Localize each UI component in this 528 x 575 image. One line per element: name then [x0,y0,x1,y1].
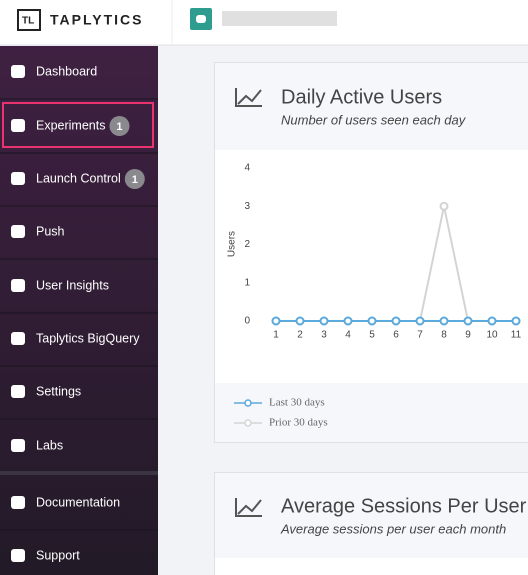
nav-icon [11,279,25,292]
data-point [391,316,401,326]
data-point [511,316,521,326]
card-body [215,558,528,575]
nav-label: Push [36,224,65,238]
chart-icon [237,89,262,105]
nav-label: User Insights [36,278,109,292]
nav-label: Experiments [36,118,105,132]
data-point [319,316,329,326]
card [214,472,528,575]
chart-icon-axes [235,498,262,517]
chart-icon-axes [235,88,262,107]
nav-label: Support [36,548,80,562]
legend-label: Last 30 days [269,397,325,409]
nav-icon [11,65,25,78]
badge [124,169,145,189]
data-point [415,316,425,326]
nav-icon [11,172,25,185]
logo-mark-text: TL [22,16,34,27]
x-tick-label: 3 [321,330,327,341]
data-point [271,316,281,326]
nav-label: Labs [36,438,63,452]
nav-icon [11,119,25,132]
badge-count: 1 [132,174,138,186]
x-tick-label: 10 [486,330,498,341]
x-tick-label: 9 [465,330,471,341]
nav-icon [11,439,25,452]
legend-marker [244,419,252,427]
card-header [215,63,528,150]
data-point [439,316,449,326]
nav-icon [11,385,25,398]
x-tick-label: 1 [273,330,279,341]
logo: TAPLYTICS [50,12,143,28]
legend-label: Prior 30 days [269,417,328,429]
app-name-blurred [222,11,337,26]
y-tick-label: 0 [244,316,250,327]
y-tick-label: 1 [244,277,250,288]
nav-label: Documentation [36,495,120,509]
x-tick-label: 7 [417,330,423,341]
data-point [295,316,305,326]
sidebar [0,46,158,575]
nav-icon [11,549,25,562]
data-point [367,316,377,326]
badge-count: 1 [116,121,122,133]
y-axis-label: Users [227,231,238,257]
logo-mark [17,9,41,31]
nav-icon [11,496,25,509]
card-subtitle: Number of users seen each day [281,112,467,127]
badge [109,116,130,136]
data-point [463,316,473,326]
y-tick-label: 3 [244,201,250,212]
data-point [487,316,497,326]
nav-icon [11,225,25,238]
card-title: Average Sessions Per User [281,495,527,517]
nav-label: Launch Control [36,171,121,185]
x-tick-label: 8 [441,330,447,341]
chart-icon [237,499,262,515]
legend-marker [244,399,252,407]
x-tick-label: 4 [345,330,351,341]
card-subtitle: Average sessions per user each month [280,521,506,536]
y-tick-label: 2 [244,239,250,250]
nav-label: Settings [36,384,81,398]
y-tick-label: 4 [244,163,250,174]
highlight-box [2,102,154,148]
android-glyph [196,15,206,23]
x-tick-label: 5 [369,330,375,341]
nav-icon [11,332,25,345]
x-tick-label: 6 [393,330,399,341]
x-tick-label: 11 [511,330,522,341]
card-footer [215,383,528,442]
x-tick-label: 2 [297,330,303,341]
nav-label: Taplytics BigQuery [36,331,140,345]
card-title: Daily Active Users [281,86,442,108]
data-point [343,316,353,326]
data-point [439,201,449,211]
nav-label: Dashboard [36,64,97,78]
